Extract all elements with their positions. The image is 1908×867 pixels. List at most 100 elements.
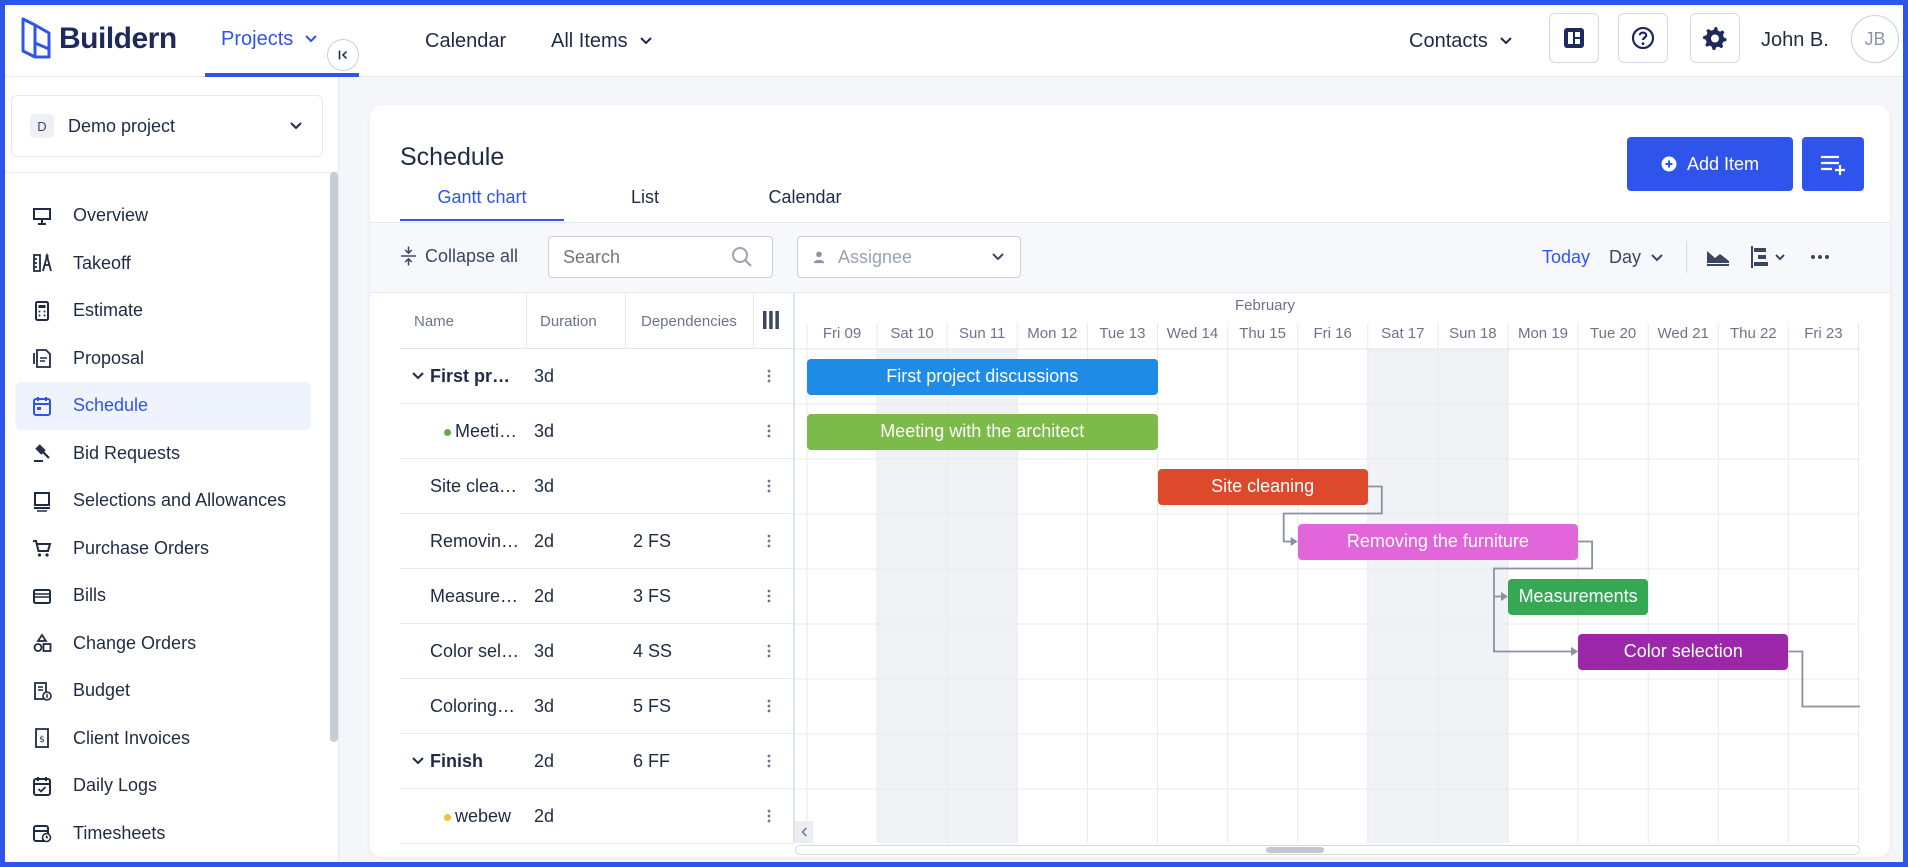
chevron-down-icon[interactable] (410, 753, 426, 769)
sidebar-menu: Overview Takeoff Estimate Proposal Sched… (15, 192, 311, 857)
task-duration: 3d (534, 366, 555, 386)
sidebar-item-client-invoices[interactable]: $ Client Invoices (15, 715, 311, 763)
kebab-menu-icon[interactable] (766, 640, 772, 662)
add-item-button[interactable]: Add Item (1627, 137, 1793, 191)
column-name-header[interactable]: Name (414, 313, 455, 330)
invoice-icon: $ (35, 728, 49, 749)
day-header: Tue 20 (1590, 325, 1637, 342)
collapse-sidebar-button[interactable] (327, 39, 359, 71)
day-header: Thu 22 (1729, 325, 1777, 342)
tab-list[interactable]: List (630, 187, 659, 207)
task-dependencies: 2 FS (633, 531, 672, 551)
table-row[interactable]: Meeti… 3d (400, 404, 793, 459)
sidebar-item-bills[interactable]: Bills (15, 572, 311, 620)
baseline-icon[interactable] (1704, 243, 1732, 271)
kebab-menu-icon[interactable] (766, 585, 772, 607)
sidebar-item-timesheets[interactable]: Timesheets (15, 810, 311, 858)
sidebar-item-estimate[interactable]: Estimate (15, 287, 311, 335)
table-row[interactable]: Measure… 2d 3 FS (400, 569, 793, 624)
nav-contacts[interactable]: Contacts (1409, 5, 1514, 77)
columns-settings-icon[interactable] (1748, 243, 1792, 271)
sidebar-item-purchase-orders[interactable]: Purchase Orders (15, 525, 311, 573)
chevron-down-icon[interactable] (410, 368, 426, 384)
table-row[interactable]: Removin… 2d 2 FS (400, 514, 793, 569)
nav-all-items[interactable]: All Items (551, 5, 654, 77)
day-header: Fri 23 (1804, 325, 1843, 342)
assignee-placeholder: Assignee (838, 246, 913, 267)
dependency-link[interactable] (1282, 485, 1383, 543)
assignee-select[interactable]: Assignee (797, 236, 1021, 278)
task-bar[interactable]: Meeting with the architect (807, 413, 1158, 450)
kebab-menu-icon[interactable] (766, 475, 772, 497)
column-divider (753, 293, 754, 349)
app-window: Buildern Projects Calendar All Items Con… (5, 5, 1903, 862)
sidebar-item-change-orders[interactable]: Change Orders (15, 620, 311, 668)
toolbar-separator (1686, 241, 1687, 273)
day-header: Fri 16 (1313, 325, 1352, 342)
nav-projects[interactable]: Projects (205, 5, 359, 77)
scroll-left-arrow[interactable] (795, 821, 813, 843)
search-icon (732, 247, 752, 267)
add-to-list-button[interactable] (1802, 137, 1864, 191)
brand-logo[interactable]: Buildern (19, 13, 177, 65)
user-name[interactable]: John B. (1761, 29, 1829, 51)
tab-gantt-chart[interactable]: Gantt chart (400, 187, 564, 221)
horizontal-scrollbar[interactable] (795, 845, 1860, 855)
kebab-menu-icon[interactable] (766, 805, 772, 827)
column-duration-header[interactable]: Duration (540, 313, 597, 330)
columns-icon[interactable] (760, 309, 782, 331)
tab-calendar[interactable]: Calendar (768, 187, 842, 207)
dependency-link[interactable] (1788, 650, 1860, 708)
timesheet-icon (33, 825, 52, 843)
task-name: Coloring … (430, 696, 520, 716)
sidebar-item-label: Purchase Orders (73, 537, 210, 558)
kebab-menu-icon[interactable] (766, 695, 772, 717)
settings-button[interactable] (1690, 13, 1740, 63)
table-row[interactable]: Coloring … 3d 5 FS (400, 679, 793, 734)
sidebar-item-selections[interactable]: Selections and Allowances (15, 477, 311, 525)
more-horizontal-icon[interactable] (1806, 243, 1834, 271)
dashboard-button[interactable] (1549, 13, 1599, 63)
task-bar[interactable]: Site cleaning (1157, 468, 1368, 505)
table-row[interactable]: Color sel… 3d 4 SS (400, 624, 793, 679)
column-dependencies-header[interactable]: Dependencies (641, 313, 737, 330)
avatar[interactable]: JB (1851, 15, 1899, 63)
column-divider (526, 293, 527, 349)
sidebar-item-schedule[interactable]: Schedule (15, 382, 311, 430)
nav-calendar[interactable]: Calendar (425, 5, 506, 77)
help-button[interactable] (1618, 13, 1668, 63)
day-header: Sun 11 (958, 325, 1006, 342)
svg-text:$: $ (39, 735, 45, 745)
table-row[interactable]: Site clea… 3d (400, 459, 793, 514)
dependency-link[interactable] (1493, 540, 1593, 598)
sidebar-item-overview[interactable]: Overview (15, 192, 311, 240)
day-header: Thu 15 (1239, 325, 1286, 342)
sidebar-item-takeoff[interactable]: Takeoff (15, 240, 311, 288)
kebab-menu-icon[interactable] (766, 750, 772, 772)
dependency-link[interactable] (1493, 596, 1577, 653)
search-input[interactable] (548, 236, 773, 278)
table-row[interactable]: webew 2d (400, 789, 793, 844)
horizontal-scroll-thumb[interactable] (1266, 847, 1324, 853)
gantt-grid: Name Duration Dependencies First proj… 3d… (400, 293, 1890, 857)
zoom-select[interactable]: Day (1609, 247, 1665, 268)
sidebar-item-budget[interactable]: Budget (15, 667, 311, 715)
task-bar[interactable]: Color selection (1578, 633, 1789, 670)
today-button[interactable]: Today (1542, 247, 1591, 267)
project-selector[interactable]: D Demo project (11, 95, 323, 157)
sidebar-scrollbar[interactable] (330, 172, 338, 742)
chevron-down-icon (992, 253, 1004, 261)
kebab-menu-icon[interactable] (766, 420, 772, 442)
sidebar-item-proposal[interactable]: Proposal (15, 335, 311, 383)
table-row[interactable]: Finish 2d 6 FF (400, 734, 793, 789)
kebab-menu-icon[interactable] (766, 530, 772, 552)
table-row[interactable]: First proj… 3d (400, 349, 793, 404)
kebab-menu-icon[interactable] (766, 365, 772, 387)
project-name: Demo project (68, 115, 176, 136)
sidebar-item-bid-requests[interactable]: Bid Requests (15, 430, 311, 478)
task-bar[interactable]: Removing the furniture (1297, 523, 1579, 560)
sidebar-item-daily-logs[interactable]: Daily Logs (15, 762, 311, 810)
task-bar[interactable]: First project discussions (807, 358, 1158, 395)
collapse-all-button[interactable]: Collapse all (400, 245, 518, 267)
task-bar[interactable]: Measurements (1508, 578, 1649, 615)
